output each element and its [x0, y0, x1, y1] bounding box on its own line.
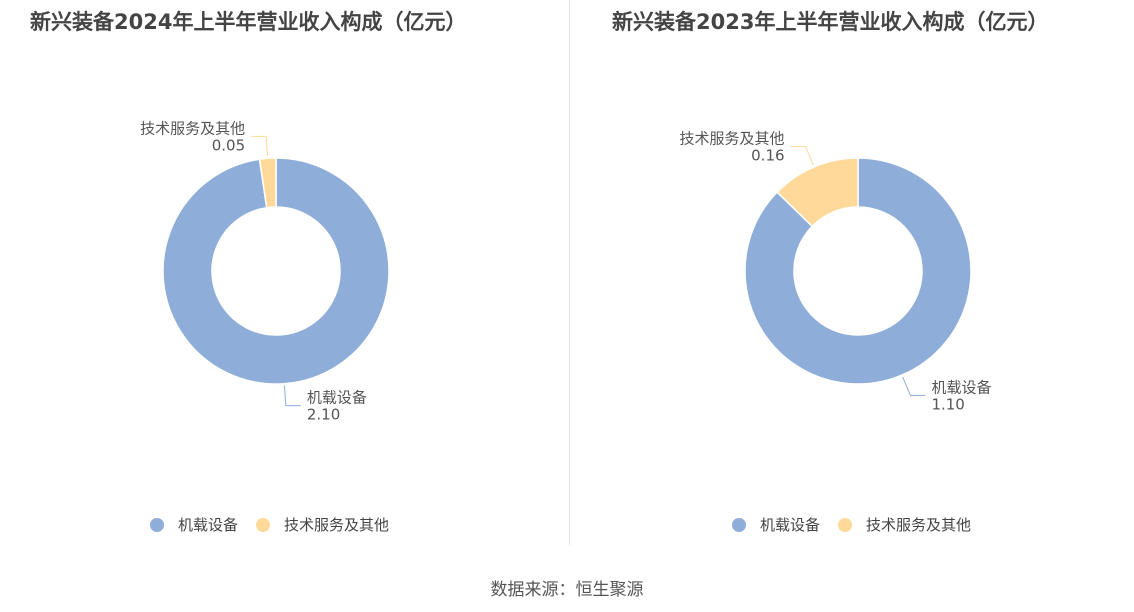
- legend-label: 技术服务及其他: [866, 516, 972, 534]
- chart-title-2023: 新兴装备2023年上半年营业收入构成（亿元）: [612, 10, 1049, 34]
- donut-slice-0[interactable]: [744, 157, 972, 385]
- label-line: [790, 146, 814, 166]
- label-line: [251, 135, 269, 157]
- divider: [569, 0, 570, 545]
- legend-dot: [256, 517, 271, 532]
- donut-slice-1[interactable]: [776, 157, 859, 228]
- slice-label: 技术服务及其他: [140, 119, 245, 137]
- slice-label: 机载设备: [307, 389, 367, 407]
- legend-item-jizai[interactable]: 机载设备: [150, 514, 238, 535]
- legend-item-jishu[interactable]: 技术服务及其他: [256, 514, 389, 535]
- slice-value-label: 0.16: [751, 147, 784, 165]
- legend-2023: 机载设备 技术服务及其他: [732, 514, 989, 535]
- label-line: [283, 385, 301, 407]
- donut-slice-1[interactable]: [258, 157, 277, 209]
- legend-label: 机载设备: [760, 516, 821, 534]
- slice-label: 技术服务及其他: [680, 130, 785, 148]
- legend-item-jishu[interactable]: 技术服务及其他: [838, 514, 971, 535]
- data-source: 数据来源：恒生聚源: [490, 580, 644, 600]
- donut-slice-0[interactable]: [162, 157, 390, 385]
- legend-label: 技术服务及其他: [284, 516, 390, 534]
- legend-item-jizai[interactable]: 机载设备: [732, 514, 820, 535]
- legend-2024: 机载设备 技术服务及其他: [150, 514, 407, 535]
- legend-label: 机载设备: [178, 516, 239, 534]
- slice-value-label: 1.10: [931, 395, 964, 413]
- label-line: [902, 376, 926, 396]
- legend-dot: [838, 517, 853, 532]
- chart-title-2024: 新兴装备2024年上半年营业收入构成（亿元）: [30, 10, 467, 34]
- slice-value-label: 2.10: [307, 406, 340, 424]
- legend-dot: [732, 517, 746, 532]
- slice-label: 机载设备: [931, 378, 991, 396]
- slice-value-label: 0.05: [212, 136, 245, 154]
- legend-dot: [150, 517, 164, 532]
